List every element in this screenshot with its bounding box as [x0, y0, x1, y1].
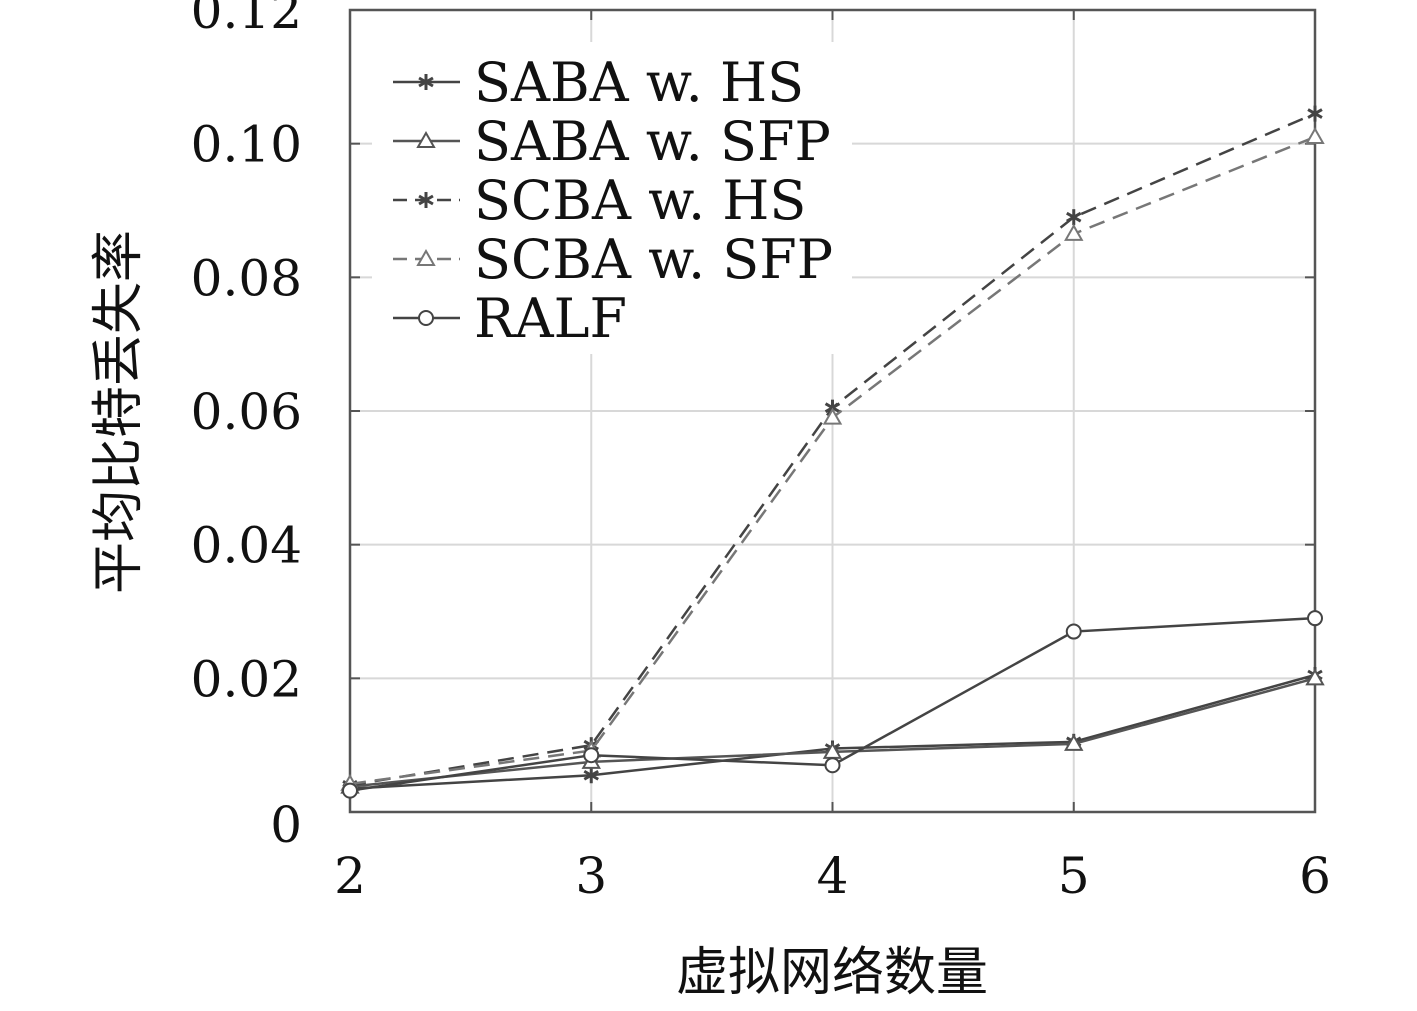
legend-label: SABA w. SFP: [474, 110, 831, 173]
data-point: [1307, 610, 1323, 627]
x-axis-ticks: 2 3 4 5 6: [334, 10, 1331, 905]
legend-item: SCBA w. HS: [393, 169, 806, 232]
data-point: [1307, 105, 1323, 122]
y-tick-label: 0.06: [191, 383, 302, 441]
y-tick-label: 0.02: [191, 650, 302, 708]
legend-swatch-marker: [416, 130, 436, 148]
legend-label: SCBA w. HS: [474, 169, 806, 232]
x-tick-label: 2: [334, 847, 366, 905]
data-point: [583, 747, 600, 764]
y-axis-ticks: 0 0.02 0.04 0.06 0.08 0.10 0.12: [191, 0, 1315, 854]
series-ralf: [342, 610, 1323, 799]
legend-background: [372, 42, 852, 354]
y-axis-title: 平均比特丢失率: [89, 230, 149, 594]
y-tick-label: 0.10: [191, 116, 302, 174]
legend-swatch-marker: [418, 74, 434, 90]
series-layer: [340, 105, 1325, 799]
legend-item: SABA w. HS: [393, 51, 804, 114]
data-point: [1064, 223, 1084, 241]
data-point: [1064, 733, 1084, 751]
data-point: [1066, 209, 1082, 226]
x-tick-label: 3: [575, 847, 607, 905]
data-point: [342, 782, 358, 799]
legend-item: RALF: [393, 287, 627, 350]
x-tick-label: 4: [817, 847, 849, 905]
data-point: [822, 407, 843, 425]
y-tick-label: 0: [270, 796, 302, 854]
legend-label: SCBA w. SFP: [474, 228, 833, 291]
data-point: [1305, 668, 1325, 686]
legend-label: SABA w. HS: [474, 51, 804, 114]
data-point: [1065, 623, 1082, 640]
x-tick-label: 5: [1058, 847, 1090, 905]
y-tick-label: 0.12: [191, 0, 302, 40]
y-tick-label: 0.08: [191, 249, 302, 307]
x-axis-title: 虚拟网络数量: [676, 943, 988, 1003]
x-tick-label: 6: [1299, 847, 1331, 905]
legend-item: SCBA w. SFP: [393, 228, 833, 291]
data-point: [583, 767, 599, 784]
legend-swatch-marker: [418, 310, 434, 326]
legend-swatch-marker: [416, 248, 436, 266]
legend-item: SABA w. SFP: [393, 110, 831, 173]
legend-label: RALF: [474, 287, 627, 350]
y-tick-label: 0.04: [191, 517, 302, 575]
legend-swatch-marker: [418, 192, 434, 208]
data-point: [824, 757, 841, 774]
data-point: [1305, 126, 1325, 144]
